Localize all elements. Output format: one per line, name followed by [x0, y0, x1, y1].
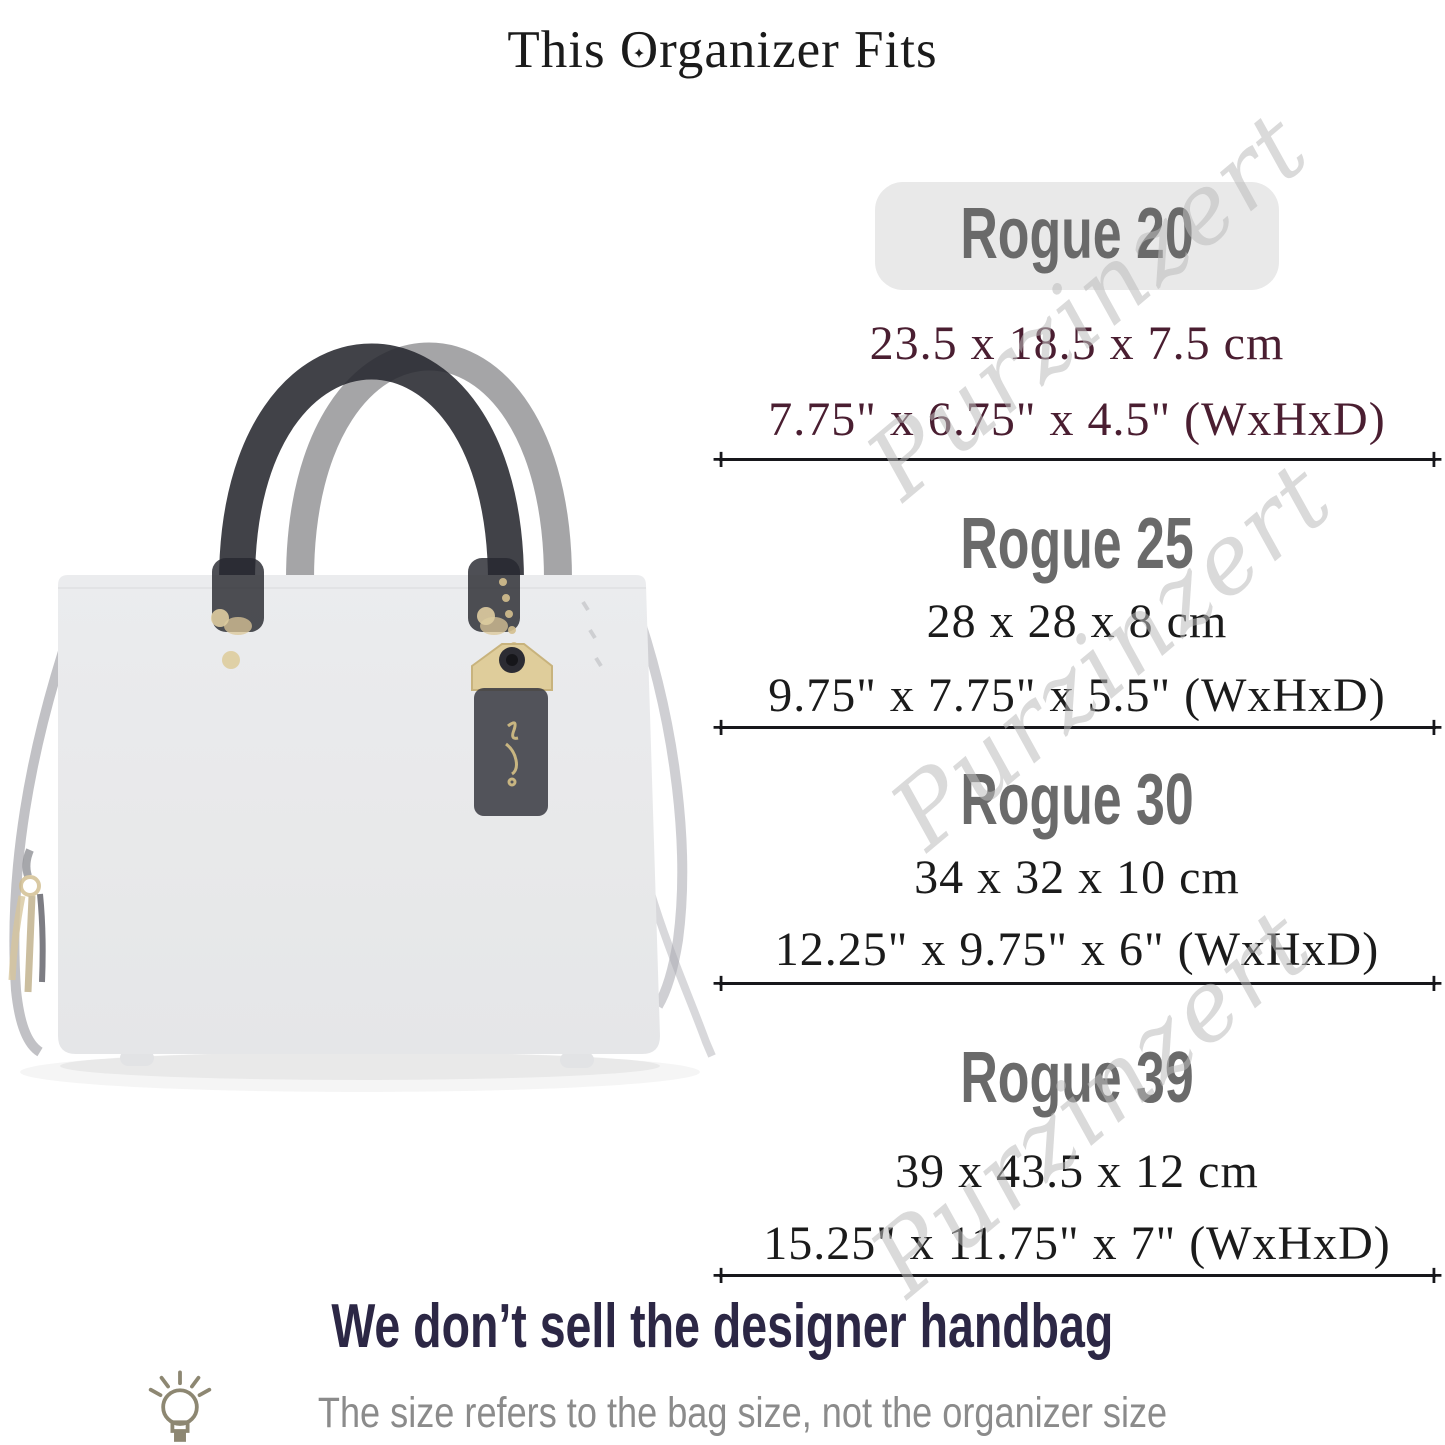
size-section-rogue-39: Rogue 39 39 x 43.5 x 12 cm 15.25" x 11.7…	[715, 1034, 1439, 1272]
title-text-after: rganizer Fits	[659, 21, 938, 79]
disclaimer-headline: We don’t sell the designer handbag	[331, 1292, 1114, 1361]
bag-right-strap	[635, 618, 688, 1009]
rogue-20-badge: Rogue 20	[874, 182, 1280, 290]
handbag-image	[8, 342, 716, 1092]
title-text-before: This	[507, 21, 620, 79]
rogue-20-inch-dimensions: 7.75" x 6.75" x 4.5" (WxHxD)	[768, 393, 1386, 446]
rogue-20-cm-dimensions: 23.5 x 18.5 x 7.5 cm	[869, 317, 1285, 370]
size-section-rogue-25: Rogue 25 28 x 28 x 8 cm 9.75" x 7.75" x …	[715, 500, 1439, 724]
size-section-rogue-30: Rogue 30 34 x 32 x 10 cm 12.25" x 9.75" …	[715, 756, 1439, 978]
divider-line-1	[711, 444, 1444, 474]
sparkle-icon: ✦	[632, 44, 647, 63]
bag-left-strap	[9, 628, 75, 1057]
rogue-30-inch-dimensions: 12.25" x 9.75" x 6" (WxHxD)	[774, 923, 1380, 976]
size-note-text: The size refers to the bag size, not the…	[317, 1389, 1168, 1437]
bag-tassel	[8, 848, 46, 993]
bag-right-strap-tail	[646, 888, 716, 1058]
rogue-39-inch-dimensions: 15.25" x 11.75" x 7" (WxHxD)	[763, 1217, 1391, 1270]
bag-body	[58, 575, 660, 1054]
rogue-25-inch-dimensions: 9.75" x 7.75" x 5.5" (WxHxD)	[768, 669, 1386, 722]
rogue-30-heading: Rogue 30	[960, 760, 1194, 840]
lightbulb-icon	[148, 1370, 212, 1442]
size-note-row: The size refers to the bag size, not the…	[0, 1368, 1445, 1444]
bag-back-handle	[286, 342, 572, 594]
bag-shadow	[20, 1052, 700, 1092]
size-section-rogue-20: Rogue 20 23.5 x 18.5 x 7.5 cm 7.75" x 6.…	[715, 182, 1439, 448]
rogue-39-heading: Rogue 39	[960, 1038, 1194, 1118]
divider-line-3	[711, 968, 1444, 998]
rogue-25-heading: Rogue 25	[960, 504, 1194, 584]
rogue-25-cm-dimensions: 28 x 28 x 8 cm	[926, 595, 1228, 648]
bag-stitching	[581, 600, 603, 668]
rogue-30-cm-dimensions: 34 x 32 x 10 cm	[914, 851, 1240, 904]
rogue-20-heading: Rogue 20	[960, 194, 1194, 274]
bag-hangtag	[471, 643, 553, 816]
decorated-letter-o: O ✦	[619, 21, 660, 79]
divider-line-4	[711, 1260, 1444, 1290]
horse-carriage-motif	[505, 721, 519, 787]
page-title: This O ✦ rganizer Fits	[0, 18, 1445, 82]
bag-front-handle	[219, 343, 524, 600]
rogue-39-cm-dimensions: 39 x 43.5 x 12 cm	[895, 1145, 1259, 1198]
divider-line-2	[711, 712, 1444, 742]
bag-foot	[560, 1052, 594, 1068]
